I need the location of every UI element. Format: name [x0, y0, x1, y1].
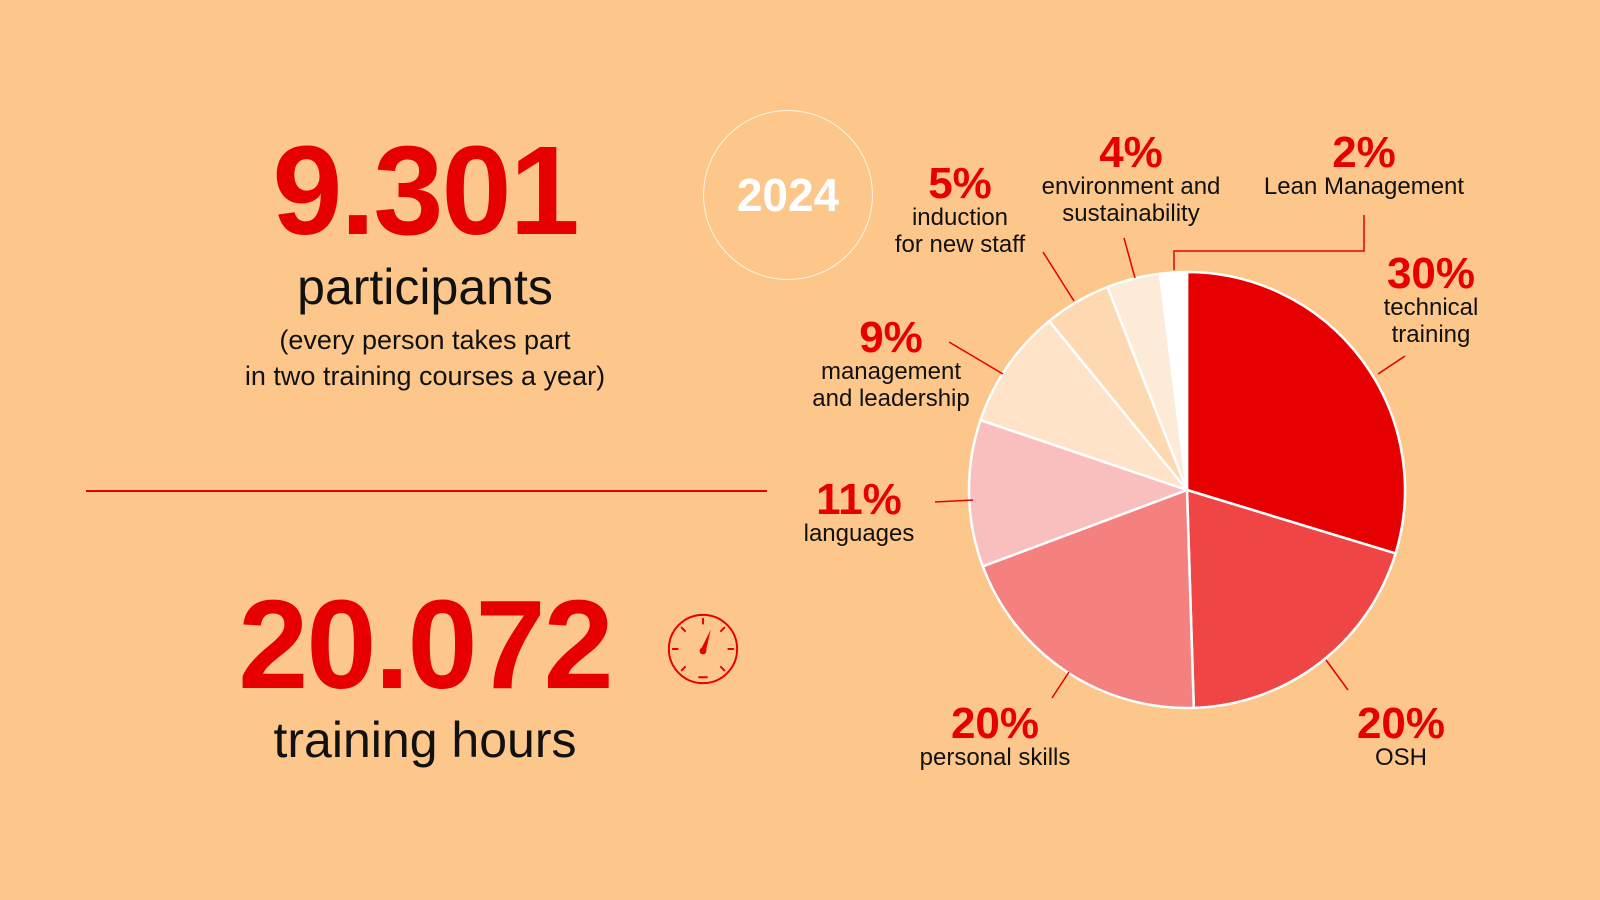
participants-note-line-2: in two training courses a year) [244, 361, 606, 391]
leader-line-6 [1042, 251, 1075, 302]
leader-line-8 [1173, 215, 1365, 270]
leader-line-5 [948, 341, 1004, 375]
leader-line-2 [1325, 659, 1349, 691]
pie-slice-5 [979, 319, 1189, 492]
slice-percent-label: 30% [1387, 249, 1475, 298]
leader-line-7 [1123, 237, 1136, 279]
slice-category-label: for new staff [895, 231, 1026, 258]
training-hours-value: 20.072 [238, 574, 613, 715]
participants-value: 9.301 [272, 120, 579, 261]
pie-slice-2 [1185, 488, 1397, 710]
slice-percent-label: 9% [859, 313, 923, 362]
section-divider [86, 490, 767, 492]
leader-line-3 [1051, 671, 1070, 699]
slice-percent-label: 2% [1332, 128, 1396, 177]
gauge-icon [667, 613, 739, 685]
slice-percent-label: 20% [1357, 699, 1445, 748]
slice-category-label: Lean Management [1264, 173, 1464, 200]
leader-line-4 [934, 499, 974, 503]
slice-category-label: personal skills [920, 744, 1071, 771]
year-badge: 2024 [703, 110, 873, 280]
slice-percent-label: 11% [816, 475, 902, 524]
slice-percent-label: 4% [1099, 128, 1163, 177]
slice-category-label: languages [804, 520, 915, 547]
slice-category-label: management [821, 358, 961, 385]
slice-category-label: OSH [1375, 744, 1427, 771]
pie-slice-4 [967, 418, 1189, 568]
leader-line-1 [1377, 355, 1406, 375]
slice-category-label: environment and [1042, 173, 1221, 200]
participants-note-line-1: (every person takes part [279, 325, 571, 355]
slice-category-label: induction [912, 204, 1008, 231]
pie-slice-3 [981, 488, 1196, 710]
participants-note: (every person takes part in two training… [205, 322, 645, 394]
slice-category-label: sustainability [1062, 200, 1199, 227]
pie-slice-1 [1185, 270, 1407, 555]
slice-percent-label: 5% [928, 159, 992, 208]
slice-category-label: and leadership [812, 385, 969, 412]
training-hours-label: training hours [273, 712, 577, 768]
slice-percent-label: 20% [951, 699, 1039, 748]
participants-label: participants [297, 259, 553, 315]
slice-category-label: training [1392, 321, 1471, 348]
pie-slice-8 [1158, 270, 1189, 492]
slice-category-label: technical [1384, 294, 1479, 321]
